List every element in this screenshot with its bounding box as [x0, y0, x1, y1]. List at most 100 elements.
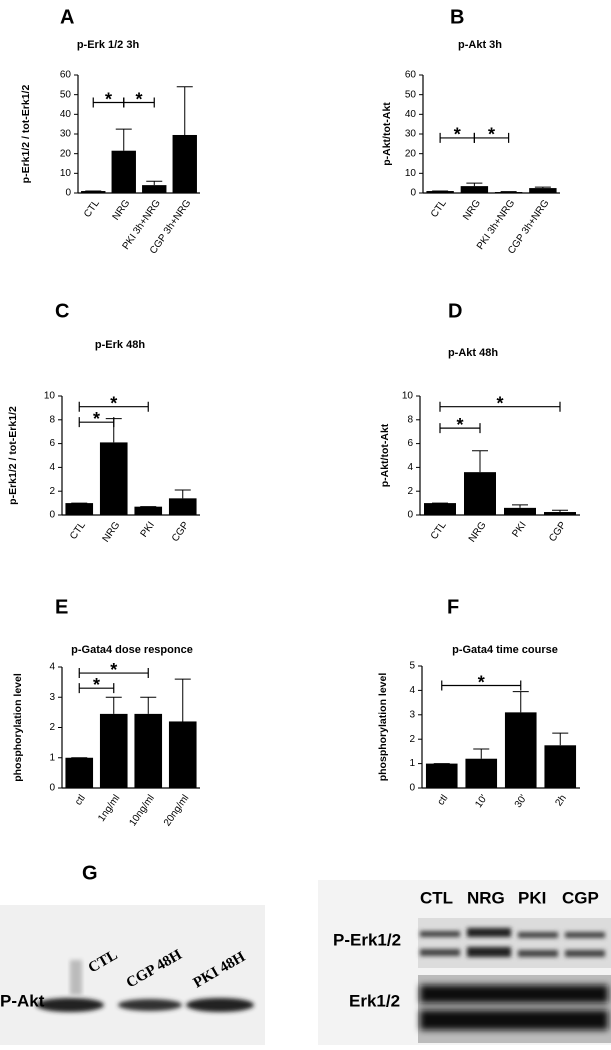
x-tick-label: NRG — [111, 198, 133, 223]
x-tick-label: CTL — [82, 198, 102, 220]
error-bar — [146, 180, 163, 186]
y-tick-label: 0 — [410, 188, 416, 199]
bar — [134, 506, 163, 515]
significance-label: * — [110, 393, 117, 413]
bar — [142, 185, 167, 193]
y-tick-label: 20 — [405, 148, 417, 159]
panel-letter: E — [55, 596, 68, 618]
chart-title: p-Akt 48h — [448, 347, 498, 359]
panel-letter: C — [55, 300, 69, 322]
x-tick-label: 2h — [553, 793, 568, 808]
y-tick-label: 4 — [409, 685, 415, 696]
bar — [65, 757, 94, 788]
lane-label: CGP — [562, 888, 599, 907]
row-label: P-Akt — [0, 991, 45, 1010]
bar — [504, 507, 536, 515]
y-tick-label: 0 — [407, 510, 413, 521]
significance-label: * — [110, 660, 117, 680]
bar — [426, 191, 454, 193]
significance-label: * — [456, 415, 463, 435]
bar — [99, 442, 128, 515]
band — [420, 949, 460, 956]
y-tick-label: 10 — [405, 168, 417, 179]
y-tick-label: 0 — [65, 188, 71, 199]
bar — [464, 472, 496, 515]
bar — [134, 713, 163, 788]
x-tick-label: 20ng/ml — [162, 793, 191, 828]
y-tick-label: 50 — [60, 89, 72, 100]
y-tick-label: 0 — [409, 783, 415, 794]
significance-bracket — [78, 683, 115, 694]
chart-title: p-Gata4 time course — [452, 644, 558, 656]
x-tick-label: NRG — [461, 198, 483, 223]
significance-bracket — [441, 680, 522, 691]
row-label: Erk1/2 — [349, 991, 400, 1010]
band — [118, 999, 182, 1011]
y-tick-label: 5 — [409, 661, 415, 672]
x-tick-label: PKI — [510, 520, 528, 540]
y-tick-label: 2 — [409, 734, 415, 745]
chart-title: p-Gata4 dose responce — [71, 644, 193, 656]
significance-label: * — [488, 125, 495, 145]
significance-label: * — [454, 125, 461, 145]
significance-bracket — [78, 401, 149, 412]
chart-title: p-Erk 48h — [95, 339, 145, 351]
band — [565, 950, 605, 957]
lane-label: CTL — [420, 888, 453, 907]
band — [467, 928, 511, 937]
x-tick-label: ctl — [436, 793, 451, 808]
significance-bracket — [439, 401, 561, 412]
y-tick-label: 4 — [49, 462, 55, 473]
x-tick-label: 30' — [513, 793, 530, 810]
band — [518, 932, 558, 938]
error-bar — [174, 489, 191, 499]
bar — [99, 713, 128, 788]
y-tick-label: 8 — [407, 414, 413, 425]
y-tick-label: 3 — [49, 692, 55, 703]
error-bar — [176, 86, 193, 135]
y-axis-label: p-Erk1/2 / tot-Erk1/2 — [7, 406, 19, 505]
y-tick-label: 0 — [49, 783, 55, 794]
bar — [425, 763, 458, 788]
y-tick-label: 3 — [409, 709, 415, 720]
y-axis-label: p-Akt/tot-Akt — [381, 102, 393, 166]
band — [518, 950, 558, 957]
significance-label: * — [135, 89, 142, 109]
y-axis-label: p-Akt/tot-Akt — [379, 423, 391, 487]
y-tick-label: 20 — [60, 148, 72, 159]
bar — [529, 188, 557, 193]
error-bar — [552, 732, 569, 746]
bar — [168, 498, 197, 515]
y-tick-label: 40 — [60, 109, 72, 120]
error-bar — [473, 748, 490, 759]
error-bar — [466, 182, 483, 187]
lane-label: PKI — [518, 888, 546, 907]
x-tick-label: CGP — [547, 520, 569, 544]
bar — [81, 191, 106, 193]
bar — [504, 712, 537, 788]
error-bar — [534, 186, 551, 189]
chart-title: p-Akt 3h — [458, 39, 502, 51]
band — [186, 998, 254, 1012]
band — [467, 947, 511, 957]
bar — [494, 192, 523, 193]
bar — [111, 150, 136, 193]
y-axis-label: phosphorylation level — [377, 673, 389, 782]
right-blot: CTL NRG PKI CGP P-Erk1/2 Erk1/2 — [318, 880, 611, 1045]
y-tick-label: 4 — [407, 462, 413, 473]
error-bar — [105, 696, 122, 714]
error-bar — [552, 509, 568, 513]
y-tick-label: 30 — [405, 129, 417, 140]
y-axis-label: phosphorylation level — [12, 673, 24, 782]
x-tick-label: 10ng/ml — [127, 793, 156, 828]
y-tick-label: 2 — [49, 722, 55, 733]
x-tick-label: CTL — [68, 520, 88, 542]
y-tick-label: 2 — [49, 486, 55, 497]
y-tick-label: 10 — [402, 391, 414, 402]
y-tick-label: 2 — [407, 486, 413, 497]
y-tick-label: 6 — [49, 438, 55, 449]
significance-label: * — [105, 89, 112, 109]
significance-bracket — [78, 668, 149, 679]
band — [565, 932, 605, 938]
y-tick-label: 40 — [405, 109, 417, 120]
